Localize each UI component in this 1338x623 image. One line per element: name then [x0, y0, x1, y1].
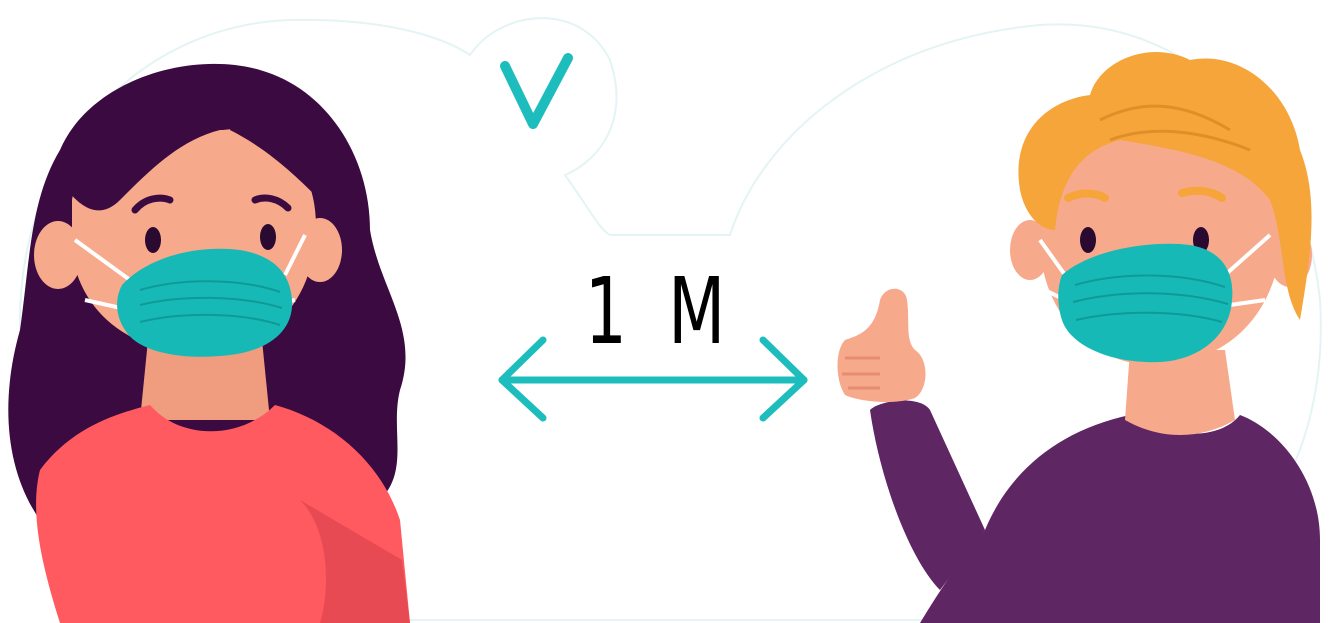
distance-label: 1 M	[584, 258, 736, 365]
man-mask	[1058, 243, 1233, 363]
woman-figure	[8, 63, 410, 623]
woman-shirt	[36, 405, 410, 623]
thumbs-up-icon	[837, 288, 926, 402]
check-icon	[500, 53, 573, 129]
man-figure	[837, 52, 1320, 623]
double-arrow-icon	[498, 336, 808, 422]
woman-mask	[117, 248, 293, 357]
man-hair	[1018, 52, 1312, 320]
man-shirt	[920, 415, 1320, 623]
